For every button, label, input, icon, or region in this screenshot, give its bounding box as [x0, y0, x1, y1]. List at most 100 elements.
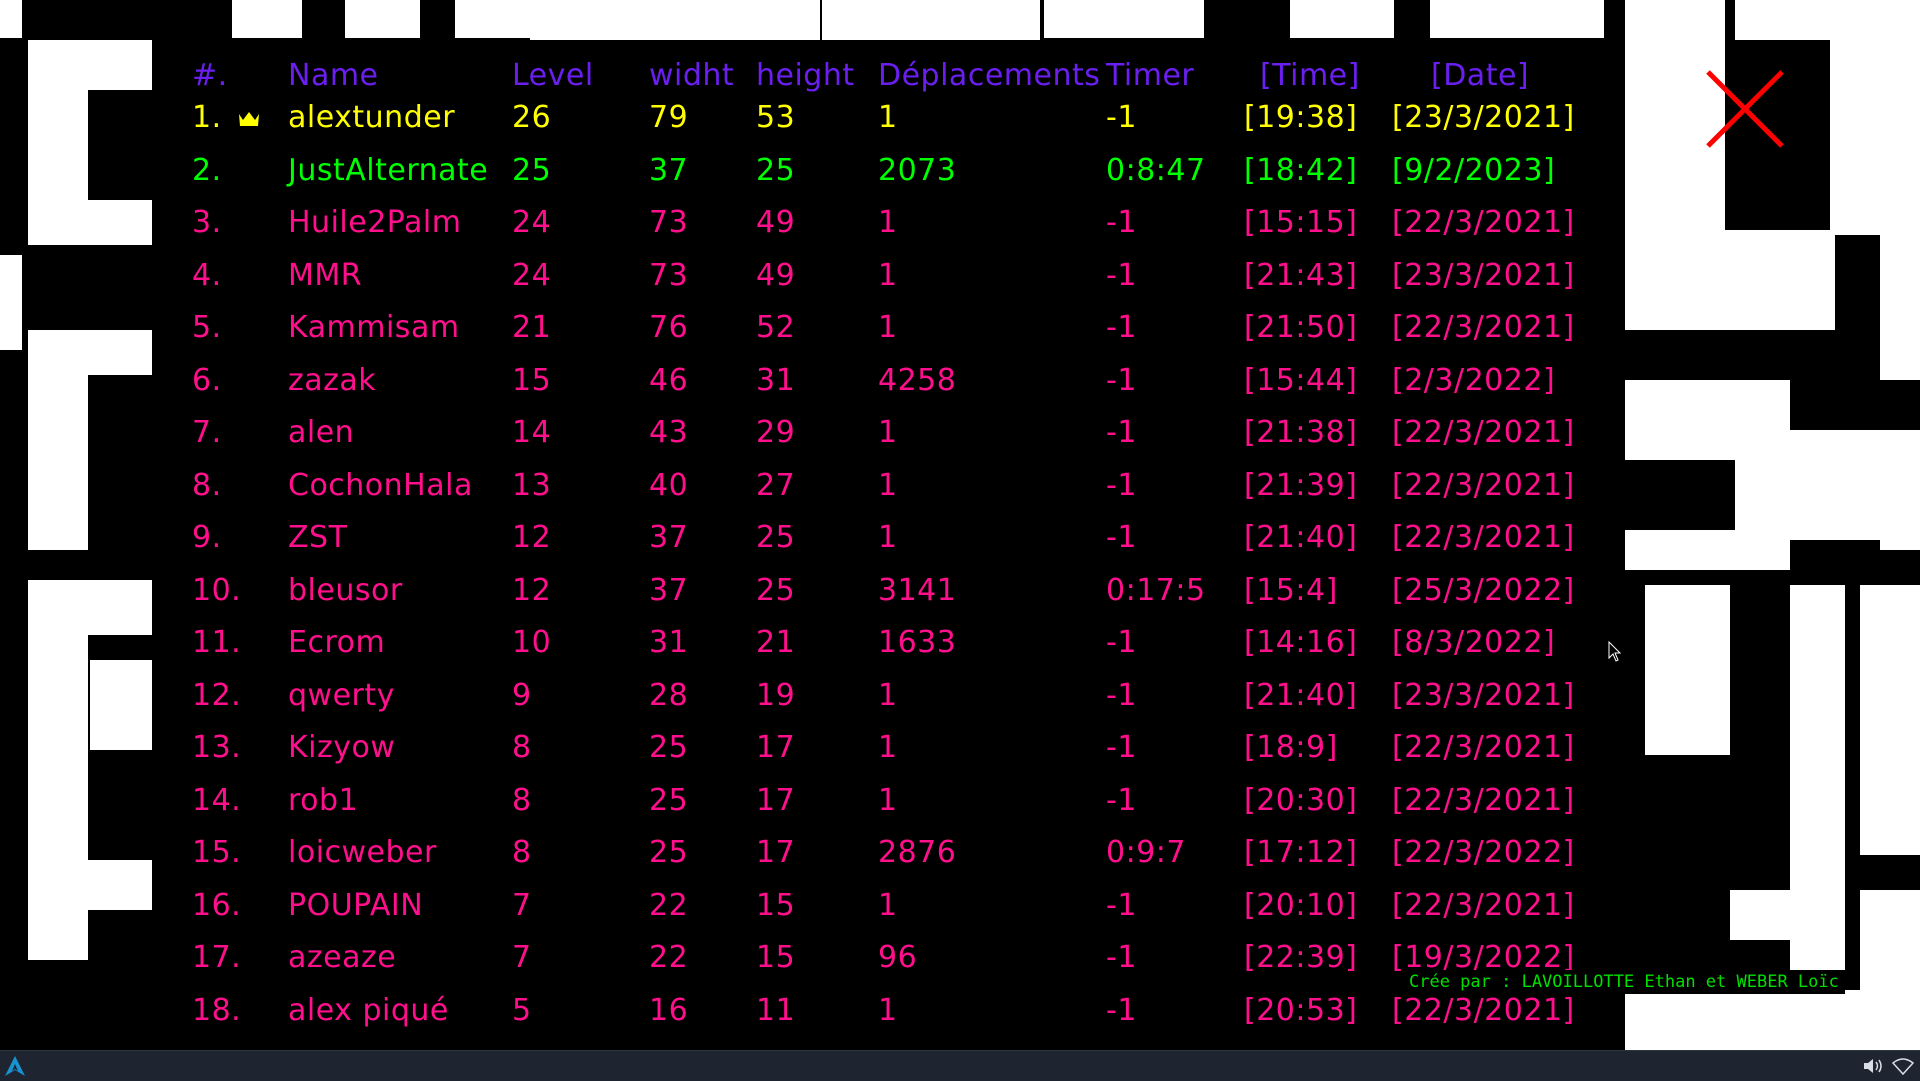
cell-level: 24	[512, 205, 552, 240]
cell-rank: 2.	[192, 152, 222, 188]
cell-timer: -1	[1106, 520, 1137, 555]
header-name: Name	[288, 58, 379, 93]
cell-timer: 0:8:47	[1106, 152, 1206, 188]
cell-date: [22/3/2021]	[1392, 730, 1575, 765]
cell-name: bleusor	[288, 572, 403, 608]
cell-name: ZST	[288, 520, 348, 555]
cell-time: [21:40]	[1244, 520, 1358, 555]
cell-time: [15:4]	[1244, 572, 1338, 608]
cell-height: 17	[756, 730, 796, 765]
table-row: 10. bleusor 12 37 25 3141 0:17:5 [15:4] [25/3/20…	[152, 565, 1625, 617]
cell-width: 46	[649, 362, 689, 398]
cell-level: 5	[512, 992, 532, 1028]
cell-moves: 1	[878, 205, 898, 240]
cell-time: [14:16]	[1244, 625, 1358, 660]
table-row: 6. zazak 15 46 31 4258 -1 [15:44] [2/3/2022]	[152, 355, 1625, 407]
cell-moves: 1	[878, 887, 898, 923]
cell-width: 73	[649, 257, 689, 293]
cell-moves: 2876	[878, 835, 957, 870]
cell-time: [20:53]	[1244, 992, 1358, 1028]
cell-name: alex piqué	[288, 992, 449, 1028]
arch-logo-icon[interactable]	[4, 1055, 26, 1077]
network-icon[interactable]	[1892, 1057, 1914, 1075]
cell-timer: -1	[1106, 887, 1137, 923]
cell-name: alen	[288, 415, 355, 450]
table-row: 2. JustAlternate 25 37 25 2073 0:8:47 [18:42] [9…	[152, 145, 1625, 197]
cell-moves: 1	[878, 257, 898, 293]
cell-level: 7	[512, 887, 532, 923]
cell-width: 16	[649, 992, 689, 1028]
cell-moves: 1	[878, 310, 898, 345]
cell-date: [23/3/2021]	[1392, 257, 1575, 293]
cell-height: 52	[756, 310, 796, 345]
cell-height: 21	[756, 625, 796, 660]
close-x-icon[interactable]	[1700, 64, 1790, 154]
cell-name: Huile2Palm	[288, 205, 462, 240]
cell-rank: 15.	[192, 835, 242, 870]
table-row: 4. MMR 24 73 49 1 -1 [21:43] [23/3/2021]	[152, 250, 1625, 302]
cell-name: rob1	[288, 782, 359, 818]
cell-moves: 2073	[878, 152, 957, 188]
table-row: 13. Kizyow 8 25 17 1 -1 [18:9] [22/3/2021]	[152, 722, 1625, 774]
table-row: 17. azeaze 7 22 15 96 -1 [22:39] [19/3/2022]	[152, 932, 1625, 984]
cell-name: loicweber	[288, 835, 437, 870]
cell-rank: 4.	[192, 257, 222, 293]
cell-date: [25/3/2022]	[1392, 572, 1575, 608]
cell-date: [22/3/2021]	[1392, 992, 1575, 1028]
cell-time: [21:50]	[1244, 310, 1358, 345]
cell-time: [21:43]	[1244, 257, 1358, 293]
cell-moves: 1633	[878, 625, 957, 660]
cell-rank: 1.	[192, 100, 222, 135]
cell-moves: 1	[878, 730, 898, 765]
table-row: 11. Ecrom 10 31 21 1633 -1 [14:16] [8/3/2022]	[152, 617, 1625, 669]
cell-date: [19/3/2022]	[1392, 940, 1575, 975]
cell-height: 31	[756, 362, 796, 398]
cell-height: 49	[756, 205, 796, 240]
cell-height: 15	[756, 887, 796, 923]
cell-width: 25	[649, 730, 689, 765]
cell-time: [20:30]	[1244, 782, 1358, 818]
table-row: 15. loicweber 8 25 17 2876 0:9:7 [17:12] [22/3/2…	[152, 827, 1625, 879]
cell-level: 12	[512, 520, 552, 555]
cell-date: [22/3/2021]	[1392, 782, 1575, 818]
cell-date: [22/3/2021]	[1392, 205, 1575, 240]
cell-time: [15:15]	[1244, 205, 1358, 240]
header-date: [Date]	[1431, 58, 1530, 93]
cell-timer: -1	[1106, 467, 1137, 503]
cell-width: 22	[649, 940, 689, 975]
cell-rank: 14.	[192, 782, 242, 818]
header-timer: Timer	[1106, 58, 1195, 93]
cell-rank: 8.	[192, 467, 222, 503]
cell-level: 21	[512, 310, 552, 345]
cell-name: Kizyow	[288, 730, 396, 765]
cell-width: 25	[649, 782, 689, 818]
crown-icon	[237, 92, 261, 144]
cell-date: [22/3/2021]	[1392, 415, 1575, 450]
cell-height: 25	[756, 152, 796, 188]
table-row: 5. Kammisam 21 76 52 1 -1 [21:50] [22/3/2021]	[152, 302, 1625, 354]
cell-time: [21:38]	[1244, 415, 1358, 450]
cell-level: 26	[512, 100, 552, 135]
cell-level: 14	[512, 415, 552, 450]
cell-height: 17	[756, 835, 796, 870]
volume-icon[interactable]	[1862, 1057, 1884, 1075]
cell-width: 73	[649, 205, 689, 240]
table-row: 18. alex piqué 5 16 11 1 -1 [20:53] [22/3/2021]	[152, 985, 1625, 1037]
table-row: 16. POUPAIN 7 22 15 1 -1 [20:10] [22/3/2021]	[152, 880, 1625, 932]
cell-moves: 1	[878, 467, 898, 503]
cell-date: [2/3/2022]	[1392, 362, 1556, 398]
cell-rank: 6.	[192, 362, 222, 398]
cell-time: [20:10]	[1244, 887, 1358, 923]
cell-date: [22/3/2021]	[1392, 310, 1575, 345]
cell-level: 8	[512, 835, 532, 870]
cell-width: 28	[649, 677, 689, 713]
header-level: Level	[512, 58, 594, 93]
cell-level: 24	[512, 257, 552, 293]
cell-moves: 1	[878, 100, 898, 135]
cell-time: [18:9]	[1244, 730, 1338, 765]
cell-moves: 96	[878, 940, 918, 975]
cell-moves: 1	[878, 677, 898, 713]
cell-timer: -1	[1106, 257, 1137, 293]
credits-label: Crée par : LAVOILLOTTE Ethan et WEBER Lo…	[1403, 970, 1845, 994]
cell-timer: -1	[1106, 310, 1137, 345]
